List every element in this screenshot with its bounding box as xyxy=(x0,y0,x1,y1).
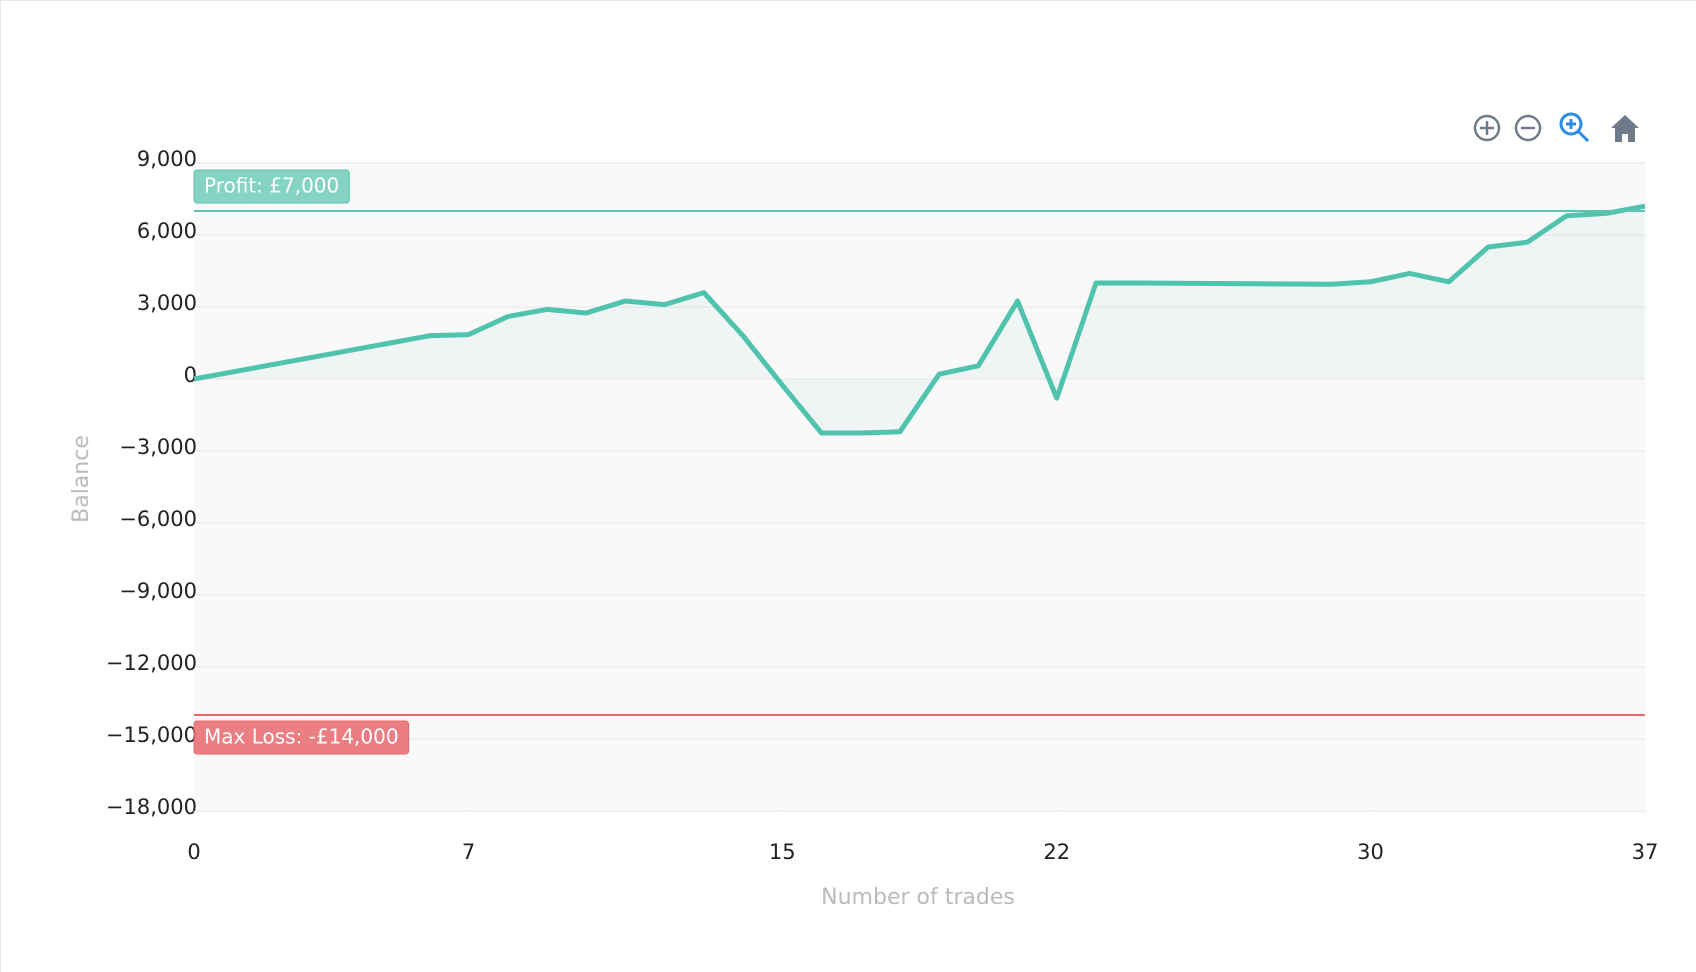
annotation-label: Max Loss: -£14,000 xyxy=(193,720,410,755)
annotation-box xyxy=(193,720,410,755)
y-tick-label: −6,000 xyxy=(119,507,197,531)
zoom-select-button[interactable] xyxy=(1559,112,1590,143)
zoom-in-button[interactable] xyxy=(1473,114,1501,142)
y-tick-label: −18,000 xyxy=(106,795,197,819)
annotation-text: Profit: £7,000 xyxy=(204,174,339,198)
reset-button[interactable] xyxy=(1611,115,1639,142)
annotation-label: Profit: £7,000 xyxy=(193,169,350,204)
plot-background xyxy=(194,163,1645,811)
area xyxy=(194,206,1645,433)
y-tick-label: −9,000 xyxy=(119,579,197,603)
toolbar xyxy=(1473,112,1639,143)
x-tick-label: 22 xyxy=(1043,840,1070,864)
y-tick-label: 6,000 xyxy=(137,219,197,243)
zoom-out-button[interactable] xyxy=(1514,114,1542,142)
y-tick-label: −12,000 xyxy=(106,651,197,675)
y-tick-label: −15,000 xyxy=(106,723,197,747)
y-tick-label: 0 xyxy=(184,363,197,387)
line xyxy=(193,203,1646,436)
x-tick-label: 15 xyxy=(769,840,796,864)
y-tick-label: −3,000 xyxy=(119,435,197,459)
x-tick-label: 30 xyxy=(1357,840,1384,864)
x-axis-title: Number of trades xyxy=(821,885,1015,910)
x-tick-label: 37 xyxy=(1632,840,1659,864)
y-tick-label: 3,000 xyxy=(137,291,197,315)
y-tick-label: 9,000 xyxy=(137,147,197,171)
x-tick-label: 0 xyxy=(187,840,200,864)
annotation-box xyxy=(193,169,350,204)
x-tick-label: 7 xyxy=(462,840,475,864)
y-axis-title: Balance xyxy=(69,435,94,523)
annotation-text: Max Loss: -£14,000 xyxy=(204,725,399,749)
